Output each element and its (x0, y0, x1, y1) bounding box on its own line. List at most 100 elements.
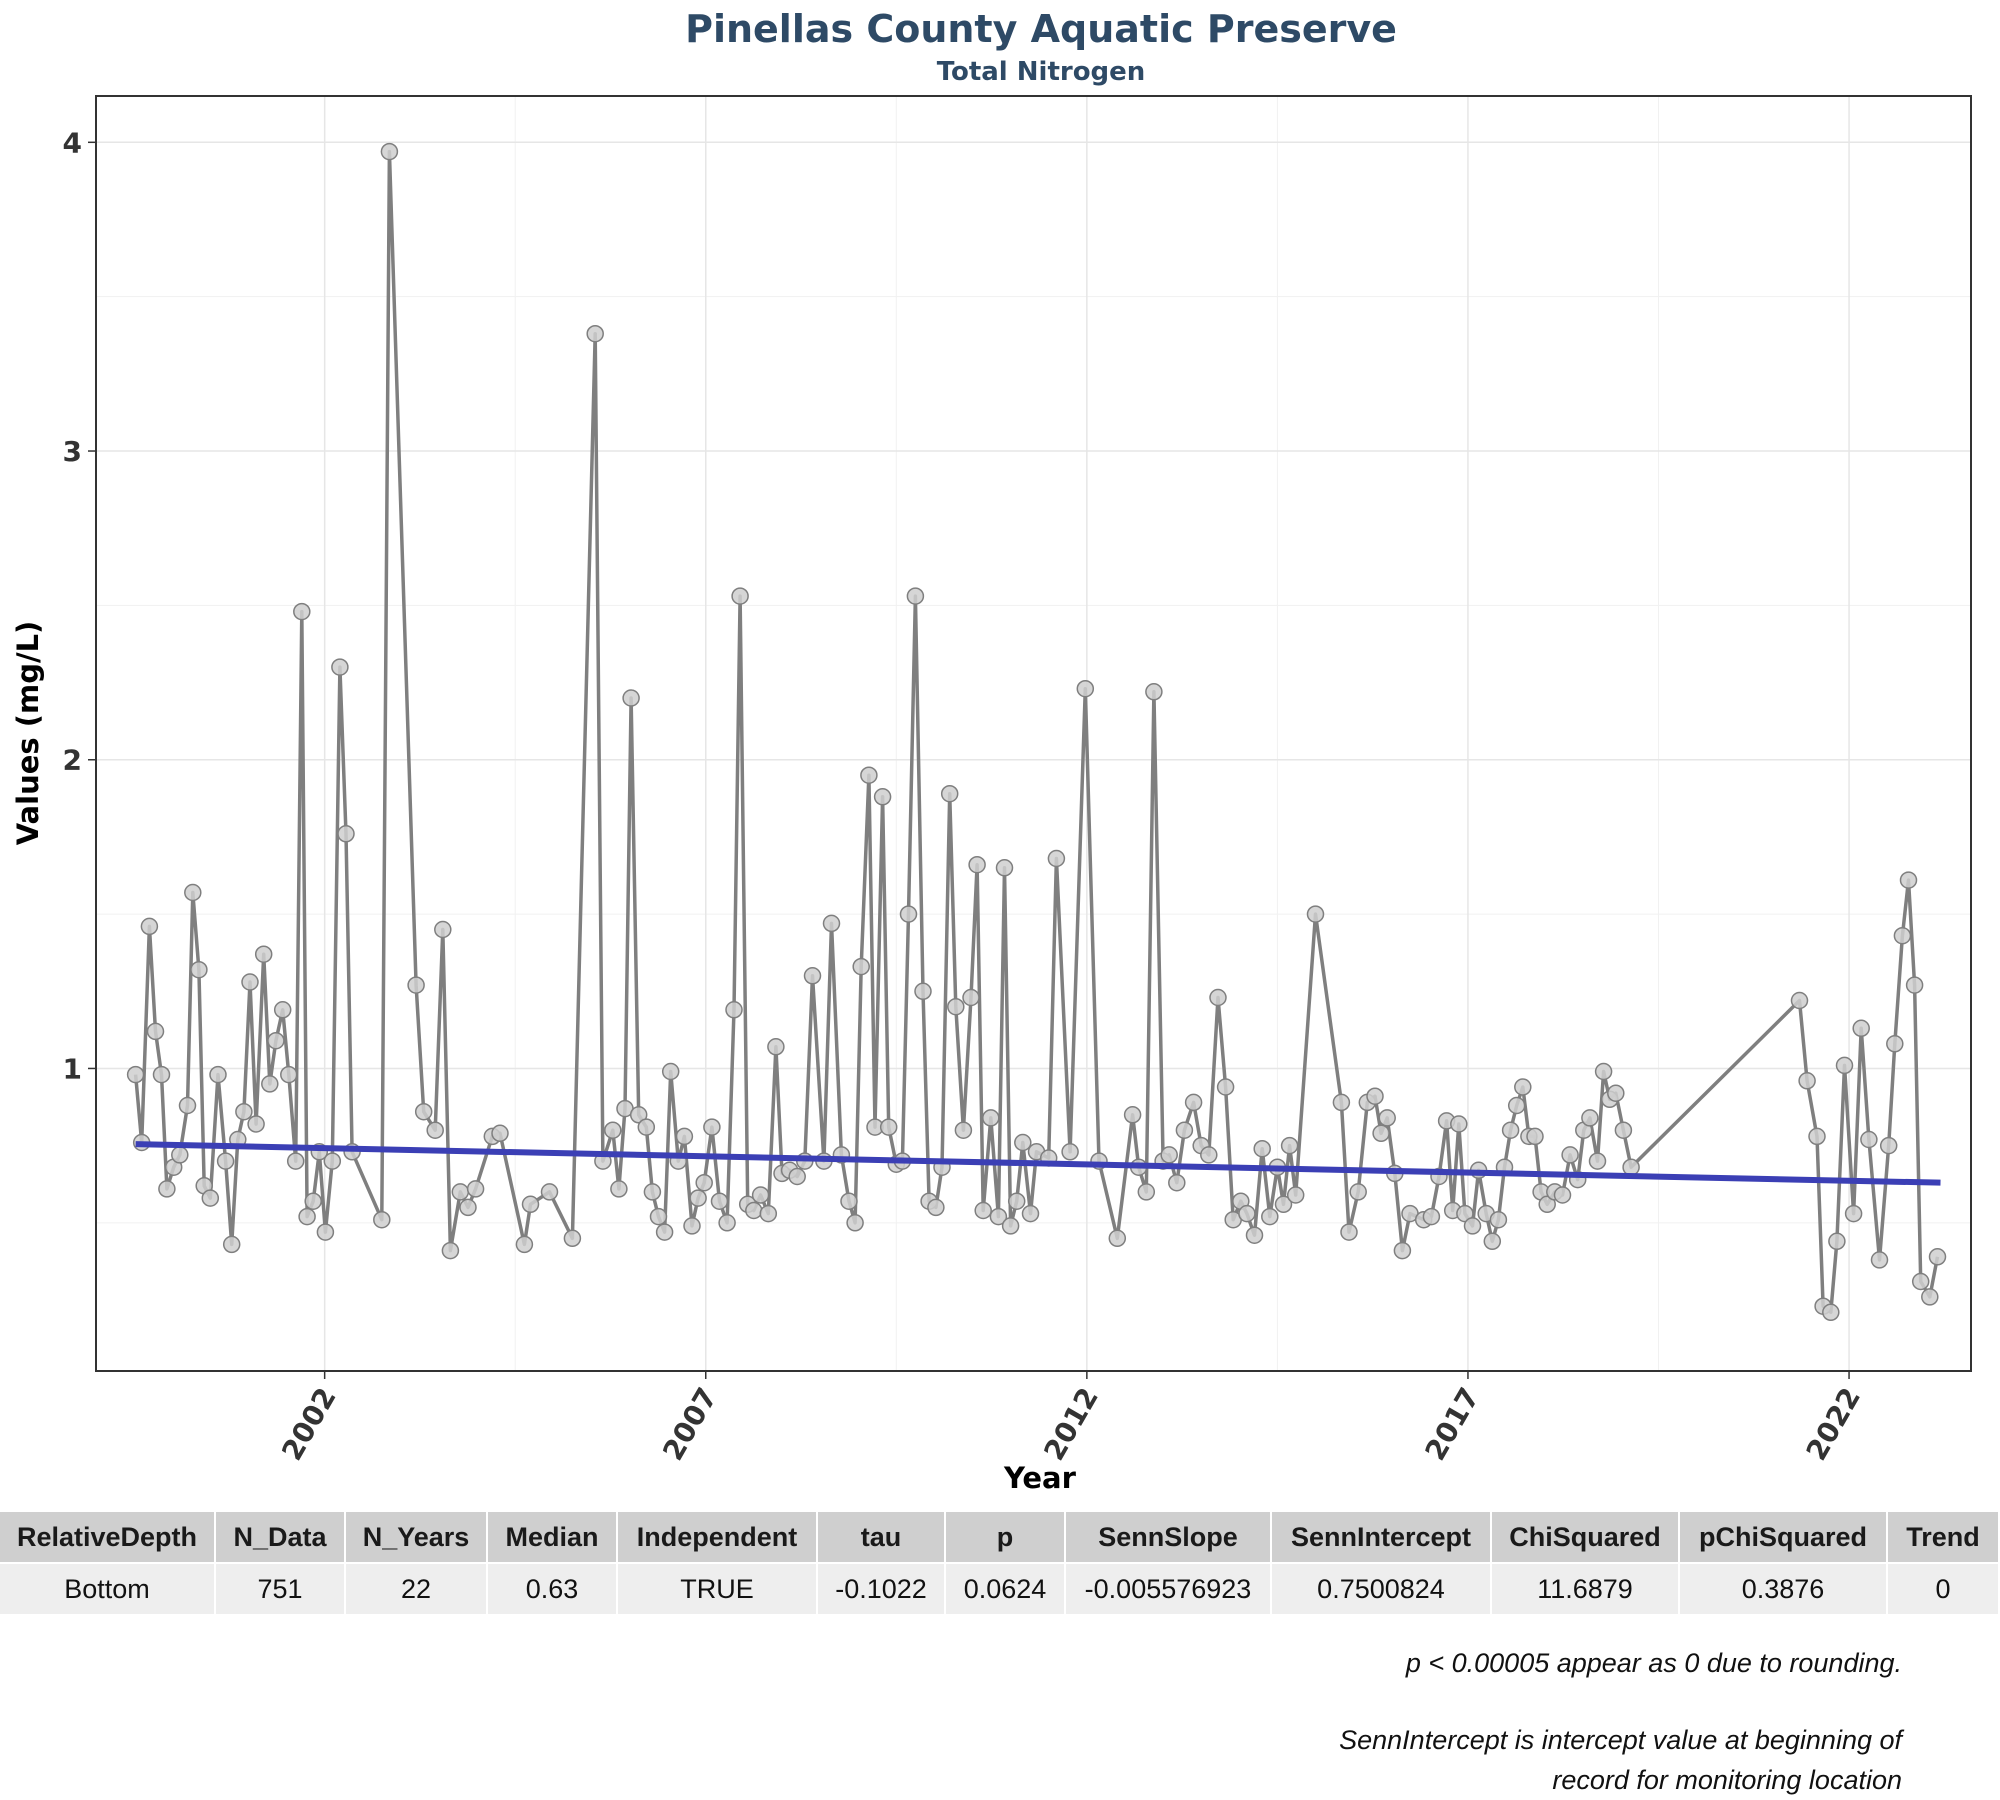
data-point (927, 1198, 945, 1217)
data-point (184, 883, 202, 902)
data-point (1184, 1093, 1203, 1112)
data-point (222, 1235, 241, 1254)
data-point (1928, 1248, 1947, 1266)
data-point (152, 1065, 171, 1084)
data-point (1340, 1223, 1358, 1241)
data-point (1209, 988, 1227, 1007)
y-axis: 1 2 3 4 (63, 126, 96, 1085)
table-cell: -0.1022 (818, 1564, 946, 1614)
data-point (1501, 1121, 1520, 1139)
data-point (1200, 1146, 1218, 1164)
data-point (1489, 1210, 1508, 1229)
data-point (759, 1204, 778, 1223)
data-point (1561, 1146, 1579, 1164)
data-point (273, 1001, 292, 1019)
data-point (1047, 849, 1066, 868)
data-point (1061, 1143, 1079, 1161)
table-cell: -0.005576923 (1066, 1564, 1272, 1614)
data-point (1007, 1192, 1026, 1210)
rounding-note: p < 0.00005 appear as 0 due to rounding. (1405, 1648, 1902, 1678)
table-header-cell: p (946, 1512, 1066, 1564)
data-point (947, 997, 965, 1016)
data-point (1463, 1217, 1482, 1235)
chart-subtitle: Total Nitrogen (937, 57, 1146, 87)
x-axis-title: Year (1003, 1461, 1077, 1495)
table-header-cell: pChiSquared (1680, 1512, 1888, 1564)
data-point (840, 1192, 858, 1210)
table-header-cell: N_Data (216, 1512, 346, 1564)
data-point (1808, 1127, 1826, 1146)
data-point (337, 825, 355, 843)
data-point (906, 587, 925, 605)
data-point (852, 957, 870, 976)
plot-border (95, 95, 1972, 1372)
data-point (241, 973, 259, 991)
data-point (540, 1183, 559, 1201)
data-point (1538, 1195, 1556, 1214)
table-header-cell: ChiSquared (1492, 1512, 1680, 1564)
chart-title: Pinellas County Aquatic Preserve (685, 7, 1397, 51)
table-header-cell: SennSlope (1066, 1512, 1272, 1564)
x-tick-label: 2007 (656, 1382, 724, 1466)
data-point (254, 945, 273, 963)
y-tick-label: 3 (63, 435, 82, 468)
data-point (661, 1062, 680, 1081)
data-point (426, 1121, 444, 1139)
data-point (586, 324, 604, 343)
data-point (962, 988, 980, 1007)
data-point (267, 1031, 285, 1050)
data-point (1790, 991, 1809, 1010)
data-point (1893, 926, 1912, 945)
data-point (158, 1180, 176, 1198)
data-point (1332, 1093, 1351, 1112)
data-point (1137, 1183, 1156, 1201)
y-tick-label: 2 (63, 744, 82, 777)
data-point (1378, 1109, 1396, 1127)
data-point (1168, 1173, 1186, 1192)
data-point (171, 1146, 189, 1164)
data-point (788, 1167, 806, 1186)
data-point (637, 1118, 656, 1136)
data-point (1622, 1158, 1640, 1176)
data-point (407, 976, 425, 994)
data-point (1911, 1272, 1930, 1291)
data-point (860, 766, 878, 784)
table-cell: 0.63 (488, 1564, 618, 1614)
data-point (1526, 1127, 1544, 1146)
data-point (1372, 1124, 1390, 1143)
data-point (622, 689, 640, 707)
data-point (331, 658, 349, 676)
data-point (1507, 1096, 1526, 1115)
table-header-cell: Trend (1888, 1512, 2000, 1564)
data-point (710, 1192, 729, 1210)
table-header-cell: N_Years (346, 1512, 488, 1564)
data-point (604, 1121, 622, 1139)
data-point (1905, 976, 1924, 994)
table-cell: 11.6879 (1492, 1564, 1680, 1614)
data-point (459, 1198, 477, 1217)
data-point (675, 1127, 694, 1146)
data-point (1899, 871, 1918, 889)
data-point (441, 1241, 460, 1260)
data-point (982, 1109, 1000, 1127)
data-point (1422, 1207, 1441, 1226)
data-point (1879, 1136, 1898, 1155)
data-point (298, 1207, 316, 1226)
data-point (515, 1235, 534, 1254)
x-axis: 2002 2007 2012 2017 2022 (275, 1371, 1867, 1466)
data-point (1844, 1204, 1863, 1223)
data-point (610, 1180, 628, 1198)
data-point (954, 1121, 973, 1139)
stats-table: RelativeDepth N_Data N_Years Median Independ… (0, 1512, 2000, 1614)
data-point (718, 1214, 736, 1232)
data-point (822, 914, 841, 933)
trend-line (135, 1141, 1941, 1186)
y-axis-title: Values (mg/L) (11, 621, 45, 846)
data-point (745, 1201, 763, 1220)
data-point (1828, 1232, 1846, 1251)
data-point (190, 960, 208, 979)
data-point (899, 905, 918, 923)
data-point (725, 1001, 743, 1019)
y-tick-label: 1 (63, 1052, 82, 1085)
data-point (563, 1229, 582, 1248)
